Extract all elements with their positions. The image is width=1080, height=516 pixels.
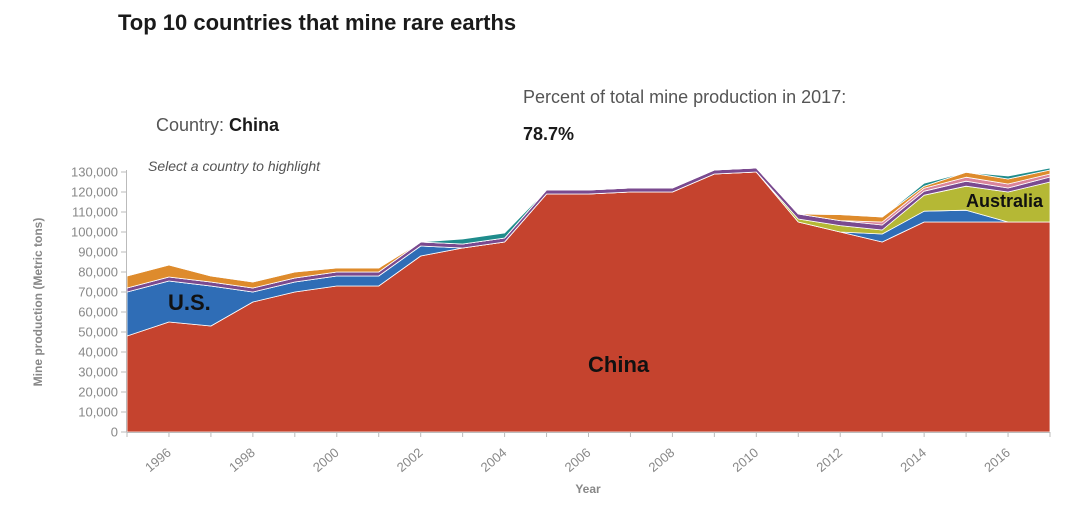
y-tick-label: 90,000 (78, 245, 118, 260)
highlight-hint: Select a country to highlight (148, 158, 320, 174)
x-tick-label: 2000 (310, 445, 342, 475)
area-label-u-s: U.S. (168, 290, 211, 315)
areas-layer (126, 167, 1051, 433)
x-tick-label: 2002 (394, 445, 426, 475)
country-value: China (229, 115, 280, 135)
y-tick-label: 10,000 (78, 405, 118, 420)
x-tick-label: 2010 (729, 445, 761, 475)
y-tick-label: 0 (111, 425, 118, 440)
percent-value: 78.7% (523, 124, 575, 144)
chart-title: Top 10 countries that mine rare earths (118, 10, 517, 35)
x-tick-label: 2016 (981, 445, 1013, 475)
area-label-australia: Australia (966, 191, 1044, 211)
x-tick-label: 2008 (646, 445, 678, 475)
y-tick-label: 40,000 (78, 345, 118, 360)
x-tick-label: 2012 (813, 445, 845, 475)
country-prefix: Country: (156, 115, 230, 135)
percent-readout: Percent of total mine production in 2017… (523, 79, 883, 153)
y-tick-label: 130,000 (71, 165, 118, 180)
y-tick-label: 70,000 (78, 285, 118, 300)
area-teal[interactable] (126, 167, 1051, 283)
area-labels-layer: U.S. China Australia (168, 191, 1044, 377)
x-tick-label: 1998 (226, 445, 258, 475)
y-tick-label: 20,000 (78, 385, 118, 400)
y-tick-label: 110,000 (72, 205, 118, 220)
y-tick-label: 120,000 (71, 185, 118, 200)
x-tick-label: 2014 (897, 445, 929, 475)
percent-prefix: Percent of total mine production in 2017… (523, 87, 847, 107)
y-tick-label: 50,000 (78, 325, 118, 340)
y-tick-label: 80,000 (78, 265, 118, 280)
y-axis-title: Mine production (Metric tons) (31, 218, 45, 387)
x-axis-title: Year (575, 482, 601, 496)
y-axis: 0 10,000 20,000 30,000 40,000 50,000 60,000 70,… (71, 165, 127, 440)
x-tick-label: 2006 (562, 445, 594, 475)
x-tick-label: 2004 (478, 445, 510, 475)
area-label-china: China (588, 352, 650, 377)
selected-country-readout: Country: China (156, 115, 279, 136)
y-tick-label: 60,000 (78, 305, 118, 320)
y-tick-label: 100,000 (71, 225, 118, 240)
x-tick-label: 1996 (142, 445, 174, 475)
x-axis: 1996 1998 2000 2002 2004 2006 2008 2010 2012 2014… (126, 432, 1051, 475)
y-tick-label: 30,000 (78, 365, 118, 380)
